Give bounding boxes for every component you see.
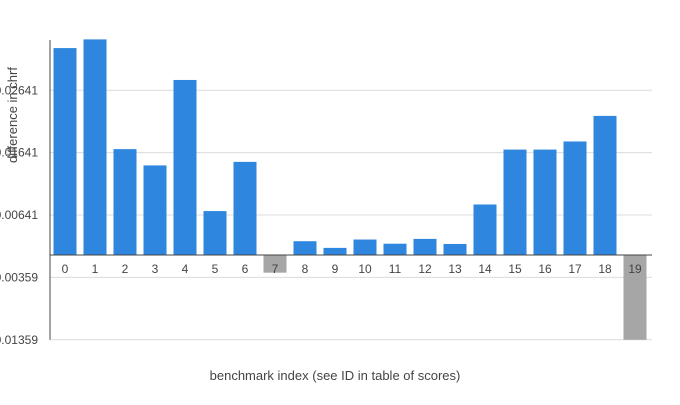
bar	[353, 239, 377, 255]
y-tick-label: -0.00359	[0, 270, 38, 284]
x-tick-label: 12	[418, 262, 432, 276]
bar	[113, 149, 137, 255]
x-tick-label: 8	[302, 262, 309, 276]
axes	[49, 40, 652, 340]
x-tick-label: 10	[358, 262, 372, 276]
x-tick-label: 3	[152, 262, 159, 276]
bar	[413, 238, 437, 255]
x-tick-label: 7	[272, 262, 279, 276]
y-axis-title: difference in chrf	[5, 67, 20, 163]
bars	[53, 39, 647, 340]
x-tick-label: 18	[598, 262, 612, 276]
bar	[383, 243, 407, 255]
x-tick-label: 0	[62, 262, 69, 276]
y-tick-label: 0.02641	[0, 83, 38, 97]
x-tick-label: 9	[332, 262, 339, 276]
tick-labels: -0.01359-0.003590.006410.016410.02641012…	[0, 83, 642, 347]
bar	[233, 161, 257, 255]
x-tick-label: 4	[182, 262, 189, 276]
x-tick-label: 2	[122, 262, 129, 276]
x-axis-title: benchmark index (see ID in table of scor…	[210, 368, 461, 383]
bar	[533, 149, 557, 255]
x-tick-label: 17	[568, 262, 582, 276]
bar	[473, 204, 497, 255]
bar	[83, 39, 107, 255]
bar	[563, 141, 587, 255]
bar	[293, 241, 317, 255]
bar	[623, 255, 647, 340]
x-tick-label: 19	[628, 262, 642, 276]
grid-lines	[50, 89, 652, 341]
x-tick-label: 1	[92, 262, 99, 276]
bar	[173, 79, 197, 255]
x-tick-label: 15	[508, 262, 522, 276]
bar	[323, 247, 347, 255]
x-tick-label: 14	[478, 262, 492, 276]
y-tick-label: -0.01359	[0, 333, 38, 347]
bar	[593, 115, 617, 255]
bar	[53, 48, 77, 255]
y-tick-label: 0.00641	[0, 208, 38, 222]
y-tick-label: 0.01641	[0, 146, 38, 160]
bar	[143, 165, 167, 255]
bar	[443, 243, 467, 255]
bar	[263, 255, 287, 273]
bar	[503, 149, 527, 255]
x-tick-label: 13	[448, 262, 462, 276]
x-tick-label: 6	[242, 262, 249, 276]
x-tick-label: 11	[389, 262, 402, 276]
x-tick-label: 5	[212, 262, 219, 276]
bar	[203, 211, 227, 255]
x-tick-label: 16	[538, 262, 552, 276]
